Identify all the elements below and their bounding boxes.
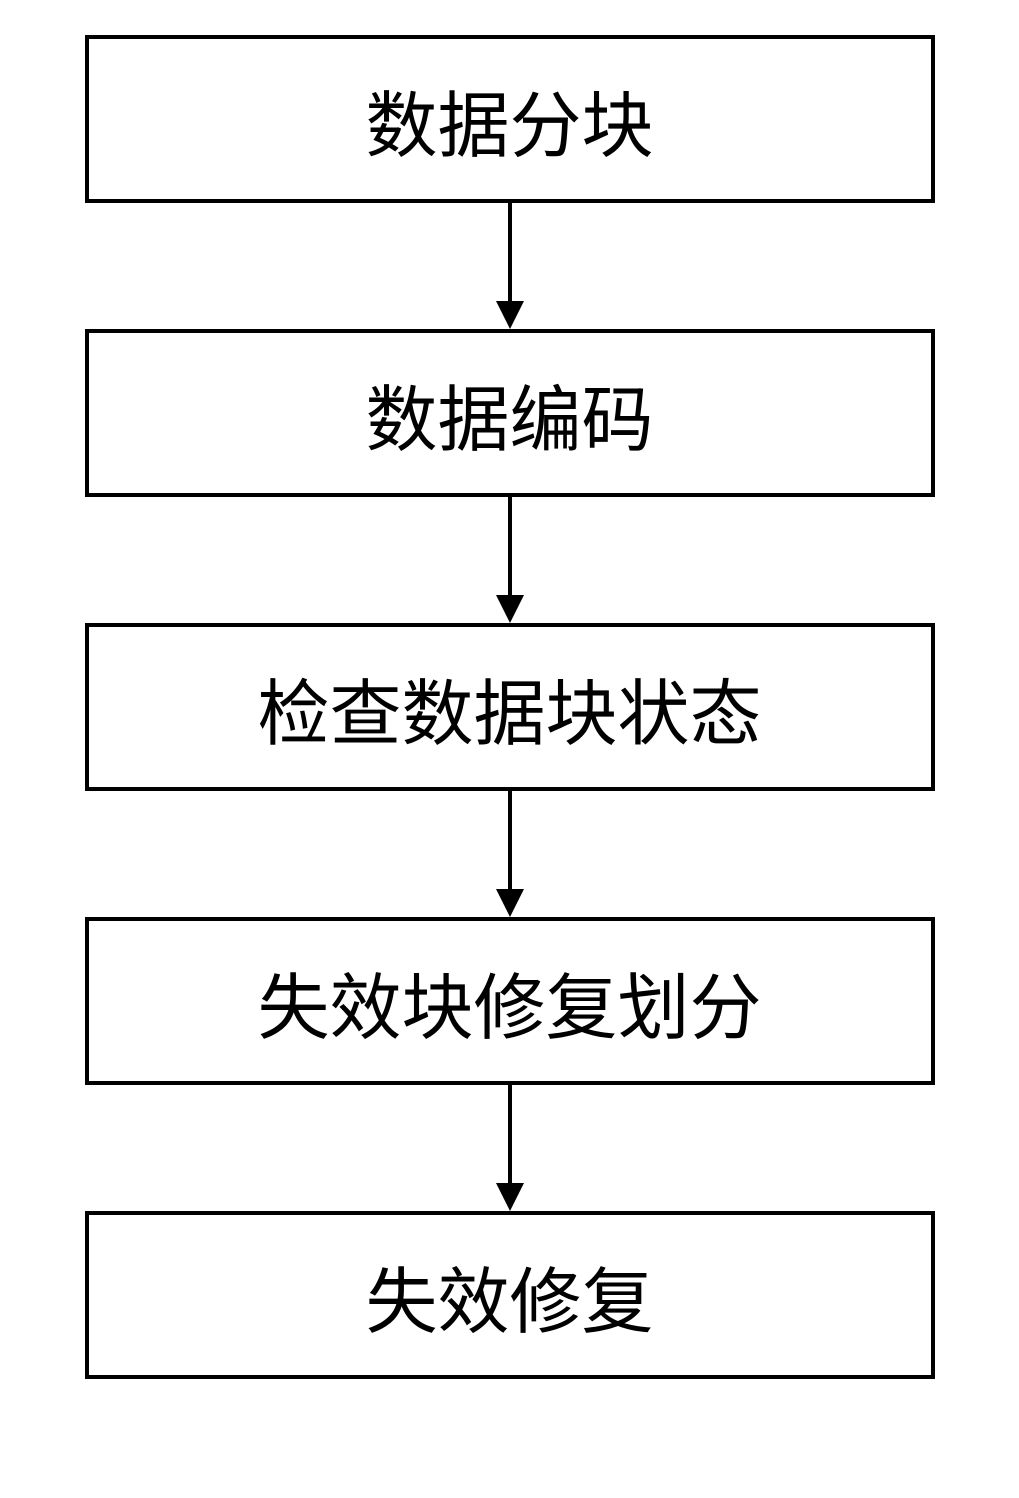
flowchart-node-5: 失效修复 [85, 1211, 935, 1379]
flowchart-arrow-2 [488, 497, 532, 623]
flowchart-node-1: 数据分块 [85, 35, 935, 203]
flowchart-node-3: 检查数据块状态 [85, 623, 935, 791]
flowchart-arrow-3 [488, 791, 532, 917]
flowchart-node-4: 失效块修复划分 [85, 917, 935, 1085]
flowchart-node-2-label: 数据编码 [365, 361, 653, 466]
flowchart-node-5-label: 失效修复 [365, 1243, 653, 1348]
flowchart-node-2: 数据编码 [85, 329, 935, 497]
flowchart-container: 数据分块 数据编码 检查数据块状态 失效块修复划分 [85, 35, 935, 1379]
arrow-down-icon [488, 497, 532, 623]
flowchart-arrow-1 [488, 203, 532, 329]
arrow-down-icon [488, 791, 532, 917]
flowchart-node-3-label: 检查数据块状态 [257, 655, 761, 760]
arrow-down-icon [488, 1085, 532, 1211]
arrow-down-icon [488, 203, 532, 329]
flowchart-node-4-label: 失效块修复划分 [257, 949, 761, 1054]
flowchart-node-1-label: 数据分块 [365, 67, 653, 172]
flowchart-arrow-4 [488, 1085, 532, 1211]
